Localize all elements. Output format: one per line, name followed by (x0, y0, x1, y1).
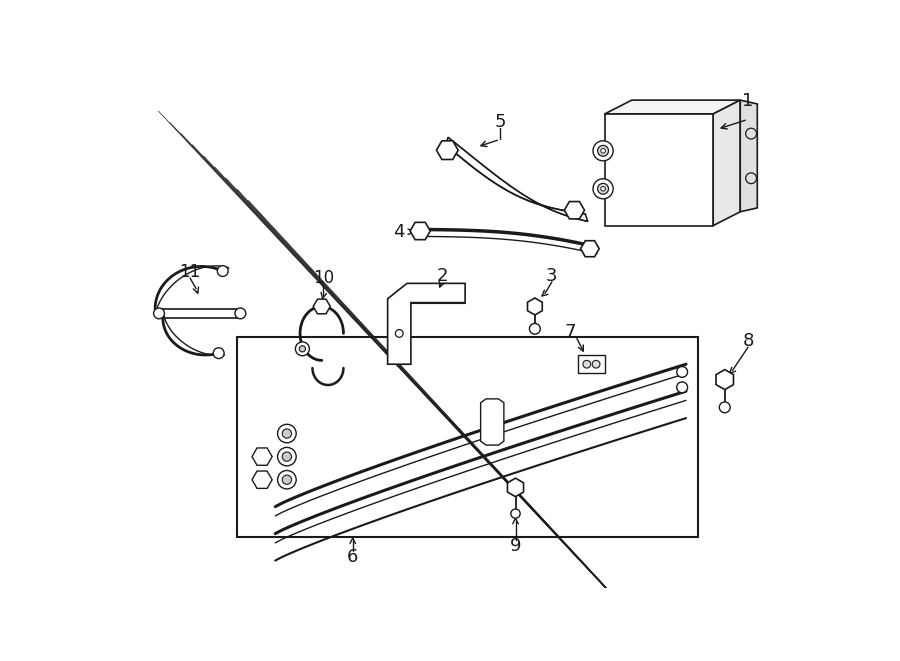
Circle shape (598, 183, 608, 194)
Circle shape (677, 367, 688, 377)
Polygon shape (740, 100, 757, 212)
Circle shape (277, 471, 296, 489)
Text: 4: 4 (393, 223, 405, 241)
Text: 7: 7 (565, 323, 576, 341)
Circle shape (593, 141, 613, 161)
Circle shape (598, 145, 608, 156)
Circle shape (601, 149, 606, 153)
Polygon shape (605, 114, 713, 225)
Text: 8: 8 (742, 332, 753, 350)
Circle shape (593, 178, 613, 199)
Circle shape (277, 447, 296, 466)
Text: 11: 11 (179, 263, 201, 281)
Polygon shape (605, 100, 740, 114)
Circle shape (601, 186, 606, 191)
Circle shape (283, 429, 292, 438)
Text: 3: 3 (546, 266, 558, 285)
Text: 1: 1 (742, 92, 753, 110)
Polygon shape (713, 100, 740, 225)
Circle shape (283, 475, 292, 485)
Circle shape (213, 348, 224, 358)
Circle shape (295, 342, 310, 356)
Text: 10: 10 (312, 269, 334, 287)
Text: 5: 5 (494, 112, 506, 131)
Text: 9: 9 (509, 537, 521, 555)
Circle shape (217, 266, 229, 276)
Circle shape (154, 308, 165, 319)
Polygon shape (388, 284, 465, 364)
Circle shape (592, 360, 600, 368)
Polygon shape (446, 137, 588, 221)
Polygon shape (481, 399, 504, 445)
Text: 6: 6 (347, 548, 358, 566)
Circle shape (583, 360, 590, 368)
Circle shape (677, 382, 688, 393)
Circle shape (300, 346, 305, 352)
Circle shape (719, 402, 730, 412)
Circle shape (511, 509, 520, 518)
FancyBboxPatch shape (578, 355, 606, 373)
Text: 2: 2 (436, 266, 447, 285)
Circle shape (283, 452, 292, 461)
Circle shape (235, 308, 246, 319)
Circle shape (529, 323, 540, 334)
Circle shape (277, 424, 296, 443)
